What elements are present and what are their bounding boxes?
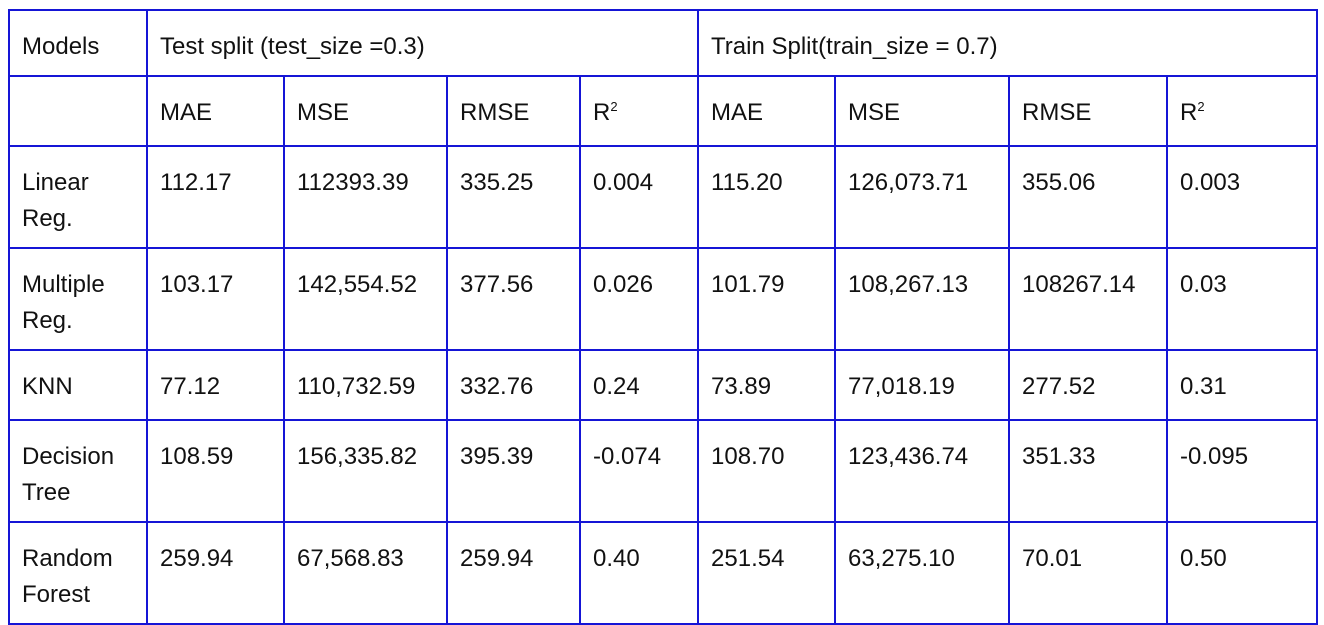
test-mse-cell: 67,568.83 (283, 521, 448, 625)
train-r2-cell: 0.50 (1166, 521, 1319, 625)
header-row: Models Test split (test_size =0.3) Train… (8, 9, 1319, 77)
test-rmse-header: RMSE (446, 75, 581, 147)
train-r2-header: R2 (1166, 75, 1319, 147)
train-rmse-cell: 70.01 (1008, 521, 1169, 625)
train-mse-header: MSE (834, 75, 1011, 147)
train-mae-header: MAE (697, 75, 837, 147)
train-mae-cell: 73.89 (697, 349, 837, 421)
metric-header-row: MAE MSE RMSE R2 MAE MSE RMSE R2 (8, 75, 1319, 147)
test-split-header: Test split (test_size =0.3) (145, 9, 700, 77)
table-row: KNN 77.12 110,732.59 332.76 0.24 73.89 7… (8, 349, 1319, 421)
test-r2-cell: 0.026 (578, 247, 700, 351)
train-mse-cell: 63,275.10 (834, 521, 1011, 625)
test-mae-cell: 259.94 (146, 521, 285, 625)
r2-base: R (593, 99, 611, 126)
model-name: Random Forest (8, 521, 148, 625)
train-mse-cell: 108,267.13 (834, 247, 1011, 351)
model-metrics-table: Models Test split (test_size =0.3) Train… (8, 9, 1319, 625)
train-rmse-cell: 108267.14 (1008, 247, 1169, 351)
model-name: Multiple Reg. (8, 247, 148, 351)
test-r2-header: R2 (578, 75, 700, 147)
train-rmse-cell: 277.52 (1008, 349, 1169, 421)
test-rmse-cell: 335.25 (446, 145, 581, 249)
test-r2-cell: -0.074 (578, 419, 700, 523)
train-rmse-cell: 351.33 (1008, 419, 1169, 523)
test-mae-cell: 108.59 (146, 419, 285, 523)
r2-superscript: 2 (610, 99, 618, 114)
test-mse-header: MSE (283, 75, 448, 147)
test-rmse-cell: 332.76 (446, 349, 581, 421)
test-rmse-cell: 377.56 (446, 247, 581, 351)
table-row: Multiple Reg. 103.17 142,554.52 377.56 0… (8, 247, 1319, 351)
train-r2-cell: 0.003 (1166, 145, 1319, 249)
train-rmse-cell: 355.06 (1008, 145, 1169, 249)
model-name: Decision Tree (8, 419, 148, 523)
train-mse-cell: 126,073.71 (834, 145, 1011, 249)
test-mse-cell: 112393.39 (283, 145, 448, 249)
train-mae-cell: 108.70 (697, 419, 837, 523)
model-name: KNN (8, 349, 148, 421)
train-mae-cell: 101.79 (697, 247, 837, 351)
test-r2-cell: 0.24 (578, 349, 700, 421)
test-mae-header: MAE (146, 75, 285, 147)
train-mse-cell: 123,436.74 (834, 419, 1011, 523)
train-r2-cell: -0.095 (1166, 419, 1319, 523)
train-mae-cell: 251.54 (697, 521, 837, 625)
test-rmse-cell: 395.39 (446, 419, 581, 523)
train-r2-cell: 0.03 (1166, 247, 1319, 351)
test-mae-cell: 103.17 (146, 247, 285, 351)
train-mse-cell: 77,018.19 (834, 349, 1011, 421)
test-rmse-cell: 259.94 (446, 521, 581, 625)
test-mse-cell: 142,554.52 (283, 247, 448, 351)
test-mse-cell: 156,335.82 (283, 419, 448, 523)
model-name: Linear Reg. (8, 145, 148, 249)
table-row: Linear Reg. 112.17 112393.39 335.25 0.00… (8, 145, 1319, 249)
empty-header-cell (8, 75, 148, 147)
table-row: Decision Tree 108.59 156,335.82 395.39 -… (8, 419, 1319, 523)
test-mse-cell: 110,732.59 (283, 349, 448, 421)
test-mae-cell: 77.12 (146, 349, 285, 421)
r2-base: R (1180, 99, 1198, 126)
test-r2-cell: 0.40 (578, 521, 700, 625)
train-mae-cell: 115.20 (697, 145, 837, 249)
models-header: Models (8, 9, 148, 77)
train-split-header: Train Split(train_size = 0.7) (697, 9, 1319, 77)
test-r2-cell: 0.004 (578, 145, 700, 249)
train-r2-cell: 0.31 (1166, 349, 1319, 421)
train-rmse-header: RMSE (1008, 75, 1169, 147)
r2-superscript: 2 (1197, 99, 1205, 114)
table-row: Random Forest 259.94 67,568.83 259.94 0.… (8, 521, 1319, 625)
test-mae-cell: 112.17 (146, 145, 285, 249)
